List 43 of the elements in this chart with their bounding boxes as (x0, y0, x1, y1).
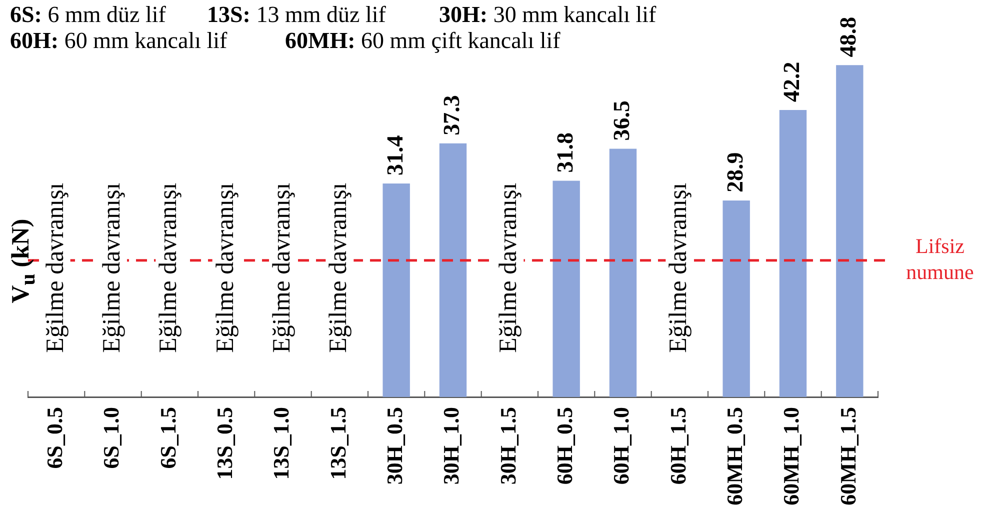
x-tick-label: 6S_1.0 (98, 407, 124, 469)
x-tick-label: 60H_0.5 (552, 407, 578, 485)
bar (722, 200, 750, 397)
data-label: 31.4 (382, 134, 408, 176)
annotation: Eğilme davranışı (98, 182, 126, 353)
data-label: 48.8 (836, 16, 861, 58)
annotation: Eğilme davranışı (42, 182, 69, 353)
data-label: 42.2 (778, 62, 804, 102)
x-tick-label: 60MH_1.0 (778, 407, 804, 506)
annotation: Eğilme davranışı (268, 182, 296, 353)
bar (836, 65, 864, 397)
annotation: Eğilme davranışı (212, 182, 239, 353)
x-tick-label: 13S_1.0 (268, 407, 294, 480)
x-tick-label: 60MH_0.5 (722, 407, 748, 506)
x-tick-label: 60H_1.0 (608, 407, 634, 485)
text: 6S: 6 mm düz lif (10, 2, 166, 28)
text: 30H: 30 mm kancalı lif (439, 2, 656, 28)
text: 60MH: 60 mm çift kancalı lif (285, 28, 560, 54)
annotation: Eğilme davranışı (665, 182, 692, 353)
x-tick-label: 60MH_1.5 (835, 407, 860, 506)
x-tick-label: 13S_0.5 (212, 407, 238, 480)
x-tick-label: 30H_1.0 (438, 407, 464, 485)
x-tick-label: 30H_0.5 (382, 407, 408, 485)
data-label: 28.9 (722, 152, 748, 192)
data-label: 31.8 (552, 132, 578, 173)
bar (609, 148, 637, 397)
data-label: 36.5 (608, 100, 634, 141)
x-tick-label: 6S_1.5 (155, 407, 180, 469)
annotation: Eğilme davranışı (325, 182, 352, 353)
bar (552, 180, 580, 397)
data-label: 37.3 (438, 95, 464, 136)
x-tick-label: 13S_1.5 (325, 407, 350, 480)
annotation: Eğilme davranışı (155, 182, 182, 353)
annotation: Eğilme davranışı (495, 182, 522, 353)
ref-line-label: Lifsiz numune (906, 234, 974, 284)
x-tick-label: 30H_1.5 (495, 407, 520, 485)
bar (382, 183, 410, 397)
x-tick-label: 60H_1.5 (665, 407, 690, 485)
x-tick-label: 6S_0.5 (42, 407, 68, 469)
bar (439, 143, 467, 397)
text: 60H: 60 mm kancalı lif (10, 28, 228, 54)
text: 13S: 13 mm düz lif (207, 2, 386, 28)
bar (779, 110, 807, 397)
